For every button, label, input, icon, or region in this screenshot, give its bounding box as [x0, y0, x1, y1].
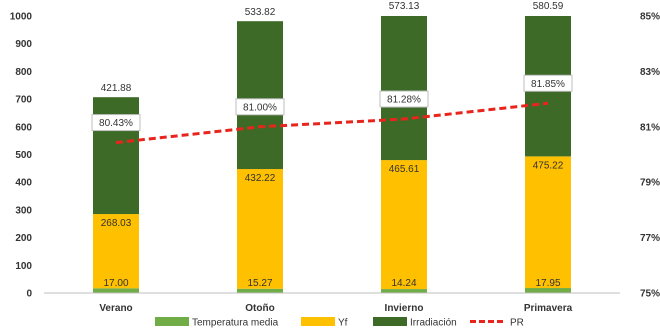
y2-tick-label: 79% — [640, 178, 660, 189]
y-tick-label: 200 — [15, 233, 32, 244]
y-tick-label: 1000 — [10, 12, 33, 23]
pr-data-label: 81.28% — [387, 95, 421, 106]
bar-data-label: 15.27 — [247, 278, 272, 289]
category-label: Verano — [99, 303, 132, 314]
bar-segment — [237, 21, 283, 170]
bar-segment — [381, 289, 427, 293]
bars — [93, 16, 571, 293]
legend-label: Irradiación — [410, 318, 457, 329]
y2-tick-label: 81% — [640, 122, 660, 133]
pr-label-box — [523, 74, 573, 92]
legend-swatch — [155, 317, 189, 326]
bar-data-label: 465.61 — [389, 164, 420, 175]
y-tick-label: 500 — [15, 150, 32, 161]
legend-label: Yf — [338, 318, 348, 329]
pr-data-label: 81.85% — [531, 79, 565, 90]
y-tick-label: 700 — [15, 95, 32, 106]
y2-tick-label: 85% — [640, 12, 660, 23]
pr-label-box — [235, 98, 285, 116]
bar-data-label: 475.22 — [533, 160, 564, 171]
category-label: Invierno — [385, 303, 424, 314]
pr-line: 80.43% 81.00% 81.28% 81.85% — [91, 74, 573, 145]
bar-data-labels: 17.00 268.03 421.88 15.27 432.22 533.82 14.24 4… — [101, 1, 564, 289]
y-tick-label: 400 — [15, 178, 32, 189]
bar-segment — [525, 288, 571, 293]
y-tick-label: 600 — [15, 122, 32, 133]
legend: Temperatura media Yf Irradiación PR — [155, 317, 524, 329]
y-tick-label: 0 — [26, 289, 32, 300]
pr-label-box — [379, 90, 429, 108]
y-tick-label: 100 — [15, 261, 32, 272]
bar-data-label: 432.22 — [245, 173, 276, 184]
pr-label-box — [91, 114, 141, 132]
y2-tick-label: 83% — [640, 67, 660, 78]
legend-label: Temperatura media — [192, 318, 279, 329]
bar-segment — [381, 160, 427, 290]
bar-segment — [93, 214, 139, 289]
bar-segment — [237, 288, 283, 293]
bar-data-label: 17.00 — [103, 278, 128, 289]
category-label: Primavera — [524, 303, 573, 314]
bar-data-label: 421.88 — [101, 83, 132, 94]
y-tick-label: 800 — [15, 67, 32, 78]
bar-data-label: 573.13 — [389, 1, 420, 12]
bar-segment — [93, 288, 139, 293]
bar-segment — [525, 156, 571, 289]
pr-data-label: 80.43% — [99, 118, 133, 129]
legend-label: PR — [510, 318, 524, 329]
bar-data-label: 17.95 — [535, 278, 560, 289]
bar-data-label: 268.03 — [101, 218, 132, 229]
y2-tick-label: 75% — [640, 289, 660, 300]
pr-data-label: 81.00% — [243, 102, 277, 113]
bar-segment — [381, 16, 427, 161]
bar-data-label: 14.24 — [391, 278, 416, 289]
y2-tick-label: 77% — [640, 233, 660, 244]
y-axis-ticks: 0 100 200 300 400 500 600 700 800 900 1000 — [10, 12, 33, 300]
category-label: Otoño — [245, 303, 274, 314]
y-tick-label: 300 — [15, 205, 32, 216]
legend-swatch — [373, 317, 407, 326]
bar-segment — [237, 169, 283, 289]
secondary-y-axis-ticks: 75% 77% 79% 81% 83% 85% — [640, 12, 660, 300]
y-tick-label: 900 — [15, 39, 32, 50]
pr-line-path — [115, 101, 549, 145]
bar-data-label: 533.82 — [245, 7, 276, 18]
category-labels: Verano Otoño Invierno Primavera — [99, 303, 572, 314]
bar-data-label: 580.59 — [533, 1, 564, 12]
legend-swatch — [301, 317, 335, 326]
